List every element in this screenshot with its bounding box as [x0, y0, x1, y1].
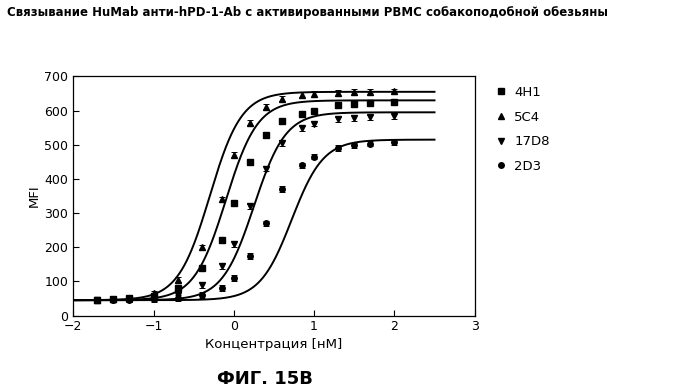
- Text: Связывание HuMab анти-hPD-1-Ab с активированными PBMC собакоподобной обезьяны: Связывание HuMab анти-hPD-1-Ab с активир…: [7, 6, 608, 19]
- Y-axis label: MFI: MFI: [27, 185, 40, 207]
- X-axis label: Концентрация [нМ]: Концентрация [нМ]: [205, 338, 343, 350]
- Text: ФИГ. 15B: ФИГ. 15B: [217, 370, 313, 388]
- Legend: 4H1, 5C4, 17D8, 2D3: 4H1, 5C4, 17D8, 2D3: [493, 83, 553, 176]
